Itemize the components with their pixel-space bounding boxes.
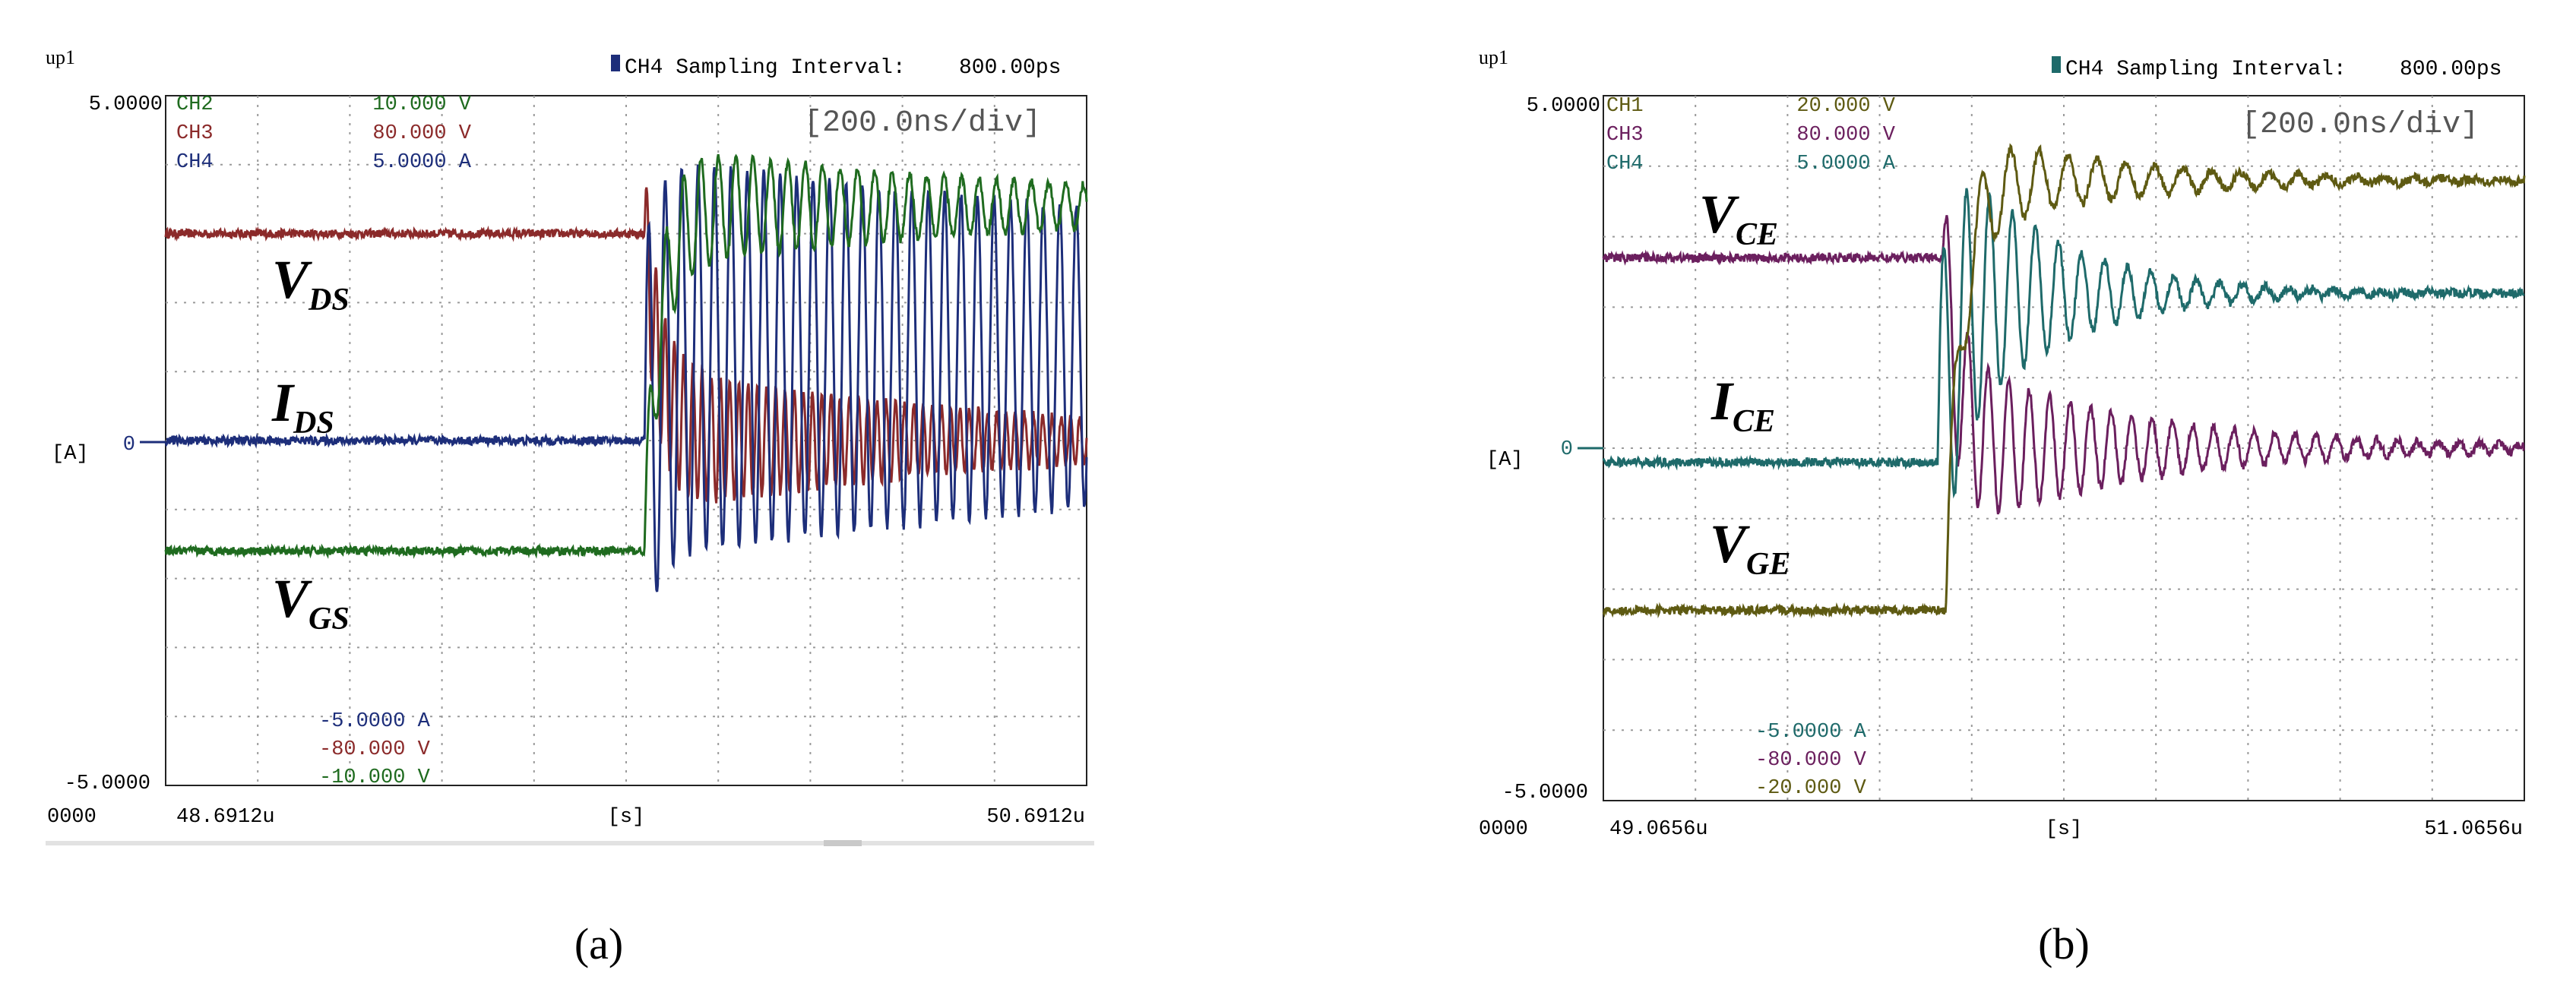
channel-offset: -20.000 V bbox=[1755, 777, 1867, 800]
channel-offset: -80.000 V bbox=[319, 738, 431, 761]
scope-tag-b: up1 bbox=[1479, 46, 1508, 68]
timebase-b: [200.0ns/div] bbox=[2242, 108, 2479, 142]
x-left-cut-b: 0000 bbox=[1479, 818, 1528, 841]
panel-b: up1 CH4 Sampling Interval: 800.00ps [200… bbox=[1479, 46, 2526, 968]
channel-scale: 5.0000 A bbox=[372, 151, 471, 174]
channel-scale: 20.000 V bbox=[1796, 95, 1895, 118]
timebase-a: [200.0ns/div] bbox=[804, 106, 1041, 141]
trace-label-ice: ICE bbox=[1710, 371, 1775, 439]
channel-offset: -80.000 V bbox=[1755, 749, 1867, 772]
channel-scale: 80.000 V bbox=[1796, 124, 1895, 147]
trace-label-vds: VDS bbox=[272, 249, 350, 318]
sampling-label-b: CH4 Sampling Interval: bbox=[2065, 58, 2347, 81]
sampling-value-a: 800.00ps bbox=[959, 56, 1061, 80]
channel-scale: 80.000 V bbox=[372, 122, 471, 145]
sampling-value-b: 800.00ps bbox=[2400, 58, 2502, 81]
channel-offset: -5.0000 A bbox=[319, 710, 431, 733]
channel-name: CH3 bbox=[176, 122, 214, 145]
trace-label-vgs: VGS bbox=[272, 568, 350, 637]
channel-name: CH1 bbox=[1606, 95, 1644, 118]
channel-name: CH4 bbox=[176, 151, 214, 174]
caption-b: (b) bbox=[2038, 919, 2090, 968]
zero-label-b: 0 bbox=[1561, 438, 1573, 461]
traces-b bbox=[1602, 143, 2526, 619]
y-bottom-label-b: -5.0000 bbox=[1502, 782, 1588, 804]
caption-a: (a) bbox=[574, 919, 623, 968]
trace-ids bbox=[164, 164, 1088, 592]
x-end-label-a: 50.6912u bbox=[986, 806, 1085, 829]
sampling-label-a: CH4 Sampling Interval: bbox=[625, 56, 906, 80]
channel-offset: -10.000 V bbox=[319, 766, 431, 789]
channel-scale: 10.000 V bbox=[372, 93, 471, 116]
channel-scale: 5.0000 A bbox=[1796, 153, 1895, 175]
channel-name: CH4 bbox=[1606, 153, 1644, 175]
zero-label-a: 0 bbox=[123, 434, 135, 457]
trace-labels-a: VDS IDS VGS bbox=[271, 249, 350, 637]
trace-labels-b: VCE ICE VGE bbox=[1699, 184, 1790, 582]
scope-tag-a: up1 bbox=[46, 46, 75, 68]
x-unit-label-b: [s] bbox=[2046, 818, 2083, 841]
trace-ice bbox=[1602, 188, 2525, 499]
unit-label-a: [A] bbox=[52, 443, 89, 466]
trace-vge bbox=[1602, 143, 2526, 619]
unit-label-b: [A] bbox=[1486, 449, 1524, 472]
y-top-label-a: 5.0000 bbox=[89, 93, 163, 116]
ch4-marker-b bbox=[2052, 56, 2061, 73]
traces-a bbox=[164, 153, 1088, 592]
y-top-label-b: 5.0000 bbox=[1527, 95, 1600, 118]
trace-label-vce: VCE bbox=[1699, 184, 1778, 252]
x-start-label-b: 49.0656u bbox=[1609, 818, 1708, 841]
x-end-label-b: 51.0656u bbox=[2424, 818, 2523, 841]
channel-offset: -5.0000 A bbox=[1755, 721, 1867, 744]
trace-vgs bbox=[164, 153, 1088, 559]
channel-name: CH3 bbox=[1606, 124, 1644, 147]
channel-name: CH2 bbox=[176, 93, 214, 116]
x-left-cut-a: 0000 bbox=[47, 806, 97, 829]
trace-label-vge: VGE bbox=[1710, 513, 1790, 582]
x-start-label-a: 48.6912u bbox=[176, 806, 275, 829]
ch4-marker-a bbox=[611, 55, 620, 71]
trace-vce bbox=[1602, 215, 2525, 515]
trace-label-ids: IDS bbox=[271, 372, 334, 441]
panel-a: up1 CH4 Sampling Interval: 800.00ps [200… bbox=[46, 46, 1094, 968]
y-bottom-label-a: -5.0000 bbox=[65, 773, 150, 795]
x-unit-label-a: [s] bbox=[608, 806, 645, 829]
